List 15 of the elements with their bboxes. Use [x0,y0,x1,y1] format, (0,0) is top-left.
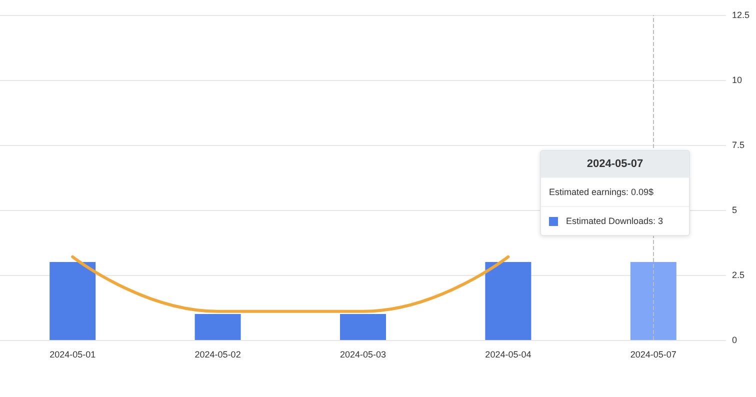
x-tick-label: 2024-05-07 [630,350,676,360]
annotation: 2024-05-07 [541,151,689,177]
x-tick-label: 2024-05-03 [340,350,386,360]
annotation: Estimated earnings: 0.09$ [549,187,654,197]
annotation: Estimated Downloads: 3 [566,216,664,226]
y-tick-label: 0 [732,335,738,345]
y-tick-label: 10 [732,75,742,85]
tooltip-card: 2024-05-07 Estimated earnings: 0.09$ Estimated Downloads: 3 [540,150,690,236]
y-tick-label: 5 [732,205,738,215]
x-tick-label: 2024-05-02 [194,350,241,360]
y-tick-label: 12.5 [732,10,750,20]
x-tick-label: 2024-05-04 [485,350,532,360]
y-tick-label: 2.5 [732,270,745,280]
x-tick-label: 2024-05-01 [50,350,96,360]
y-tick-label: 7.5 [732,140,745,150]
